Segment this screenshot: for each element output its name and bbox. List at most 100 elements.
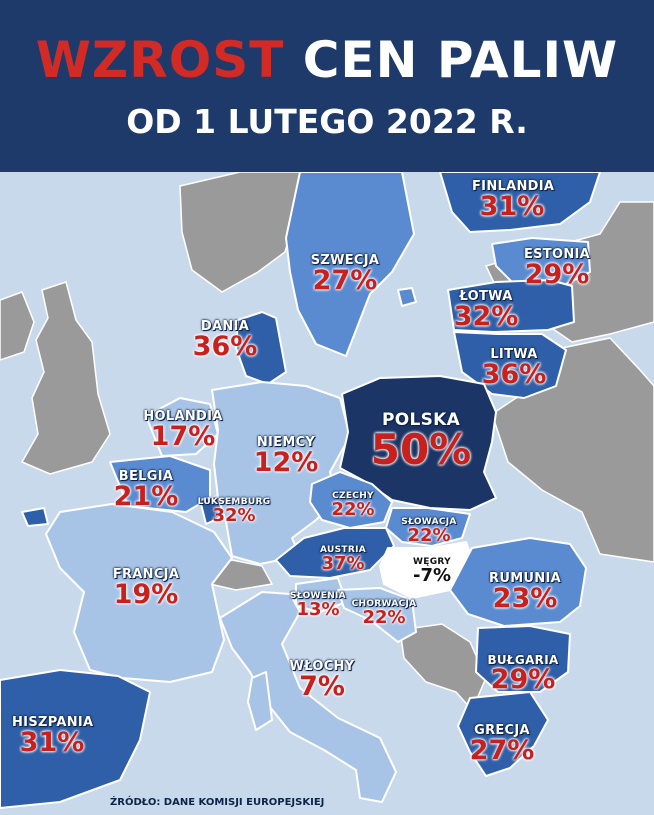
- sardinia-shape: [247, 671, 273, 731]
- greece-shape: [457, 691, 549, 777]
- header-banner: WZROST CEN PALIW OD 1 LUTEGO 2022 R.: [0, 0, 654, 172]
- label-holandia: HOLANDIA 17%: [136, 410, 230, 450]
- country-name: WŁOCHY: [289, 659, 355, 674]
- label-niemcy: NIEMCY 12%: [246, 436, 326, 476]
- country-value: 22%: [362, 607, 406, 628]
- country-name: AUSTRIA: [320, 545, 366, 555]
- label-chorwacja: CHORWACJA 22%: [346, 600, 422, 627]
- country-name: HOLANDIA: [143, 409, 223, 424]
- romania-shape: [449, 537, 587, 627]
- czechia-shape: [309, 471, 393, 529]
- country-value: 50%: [370, 425, 472, 474]
- country-name: SZWECJA: [310, 253, 380, 268]
- country-value: 31%: [19, 727, 85, 758]
- label-bulgaria: BUŁGARIA 29%: [482, 654, 564, 693]
- country-name: CZECHY: [332, 491, 374, 501]
- main-title: WZROST CEN PALIW: [0, 30, 654, 90]
- estonia-shape: [491, 237, 591, 285]
- country-value: 12%: [253, 447, 319, 478]
- country-value: 17%: [150, 421, 216, 452]
- country-name: ŁOTWA: [459, 289, 513, 304]
- country-name: DANIA: [200, 319, 250, 334]
- source-caption: ŹRÓDŁO: DANE KOMISJI EUROPEJSKIEJ: [110, 797, 325, 808]
- label-estonia: ESTONIA 29%: [518, 248, 596, 288]
- country-value: 22%: [407, 525, 451, 546]
- label-czechy: CZECHY 22%: [318, 492, 388, 519]
- title-rest: CEN PALIW: [302, 31, 619, 89]
- country-name: GRECJA: [474, 723, 530, 738]
- subtitle: OD 1 LUTEGO 2022 R.: [126, 102, 528, 141]
- country-name: SŁOWENIA: [290, 591, 346, 601]
- country-name: LITWA: [490, 347, 538, 362]
- country-value: 37%: [321, 553, 365, 574]
- label-belgia: BELGIA 21%: [108, 470, 184, 510]
- label-finlandia: FINLANDIA 31%: [472, 179, 555, 222]
- denmark-shape: [235, 311, 287, 385]
- label-wegry: WĘGRY -7%: [404, 558, 460, 585]
- label-luksemburg: LUKSEMBURG 32%: [196, 498, 272, 525]
- country-name: NIEMCY: [256, 435, 316, 450]
- country-name: FRANCJA: [112, 567, 180, 582]
- country-value: 21%: [113, 481, 179, 512]
- great-britain-region: [20, 281, 111, 475]
- title-highlight: WZROST: [35, 31, 285, 89]
- country-value: 31%: [479, 191, 545, 222]
- label-dania: DANIA 36%: [190, 320, 260, 360]
- country-name: BUŁGARIA: [487, 653, 559, 667]
- country-value: 19%: [113, 579, 179, 610]
- label-slowenia: SŁOWENIA 13%: [284, 592, 352, 619]
- label-litwa: LITWA 36%: [478, 348, 550, 388]
- bulgaria-shape: [475, 625, 571, 693]
- country-value: 13%: [296, 599, 340, 620]
- label-szwecja: SZWECJA 27%: [302, 254, 388, 294]
- country-value: -7%: [412, 565, 452, 586]
- germany-shape: [211, 381, 351, 565]
- spain-shape: [0, 669, 151, 809]
- country-value: 29%: [524, 259, 590, 290]
- country-value: 36%: [481, 359, 547, 390]
- label-lotwa: ŁOTWA 32%: [450, 290, 522, 330]
- label-slowacja: SŁOWACJA 22%: [392, 518, 466, 545]
- sweden-shape: [285, 172, 415, 357]
- poland-shape: [339, 375, 497, 511]
- country-value: 22%: [331, 499, 375, 520]
- country-value: 27%: [312, 265, 378, 296]
- country-name: POLSKA: [381, 410, 461, 430]
- ireland-region: [0, 291, 35, 361]
- country-value: 32%: [453, 301, 519, 332]
- latvia-shape: [447, 279, 575, 333]
- country-value: 36%: [192, 331, 258, 362]
- label-rumunia: RUMUNIA 23%: [480, 572, 570, 612]
- country-name: WĘGRY: [413, 557, 451, 567]
- map-shapes: [0, 172, 654, 815]
- country-name: HISZPANIA: [12, 715, 94, 730]
- country-value: 29%: [490, 664, 556, 695]
- slovenia-shape: [295, 577, 347, 613]
- label-francja: FRANCJA 19%: [100, 568, 192, 608]
- bornholm-island: [397, 287, 417, 307]
- finland-shape: [439, 172, 601, 233]
- label-polska: POLSKA 50%: [352, 412, 490, 471]
- lithuania-shape: [453, 331, 567, 399]
- country-name: BELGIA: [118, 469, 174, 484]
- country-value: 32%: [212, 505, 256, 526]
- country-value: 27%: [469, 735, 535, 766]
- country-name: SŁOWACJA: [401, 517, 457, 527]
- label-wlochy: WŁOCHY 7%: [282, 660, 362, 700]
- label-grecja: GRECJA 27%: [462, 724, 542, 764]
- europe-map: FINLANDIA 31% SZWECJA 27% ESTONIA 29% ŁO…: [0, 172, 654, 815]
- austria-shape: [275, 527, 395, 579]
- country-name: CHORWACJA: [351, 599, 417, 609]
- country-name: LUKSEMBURG: [197, 497, 271, 507]
- country-value: 7%: [299, 671, 345, 702]
- label-austria: AUSTRIA 37%: [310, 546, 376, 573]
- country-name: ESTONIA: [523, 247, 591, 262]
- brittany-islands: [21, 507, 49, 527]
- slovakia-shape: [385, 507, 471, 547]
- country-name: FINLANDIA: [472, 179, 555, 194]
- france-shape: [45, 503, 233, 683]
- label-hiszpania: HISZPANIA 31%: [12, 715, 94, 758]
- norway-region: [179, 172, 301, 293]
- croatia-shape: [337, 587, 417, 643]
- country-name: RUMUNIA: [489, 571, 561, 586]
